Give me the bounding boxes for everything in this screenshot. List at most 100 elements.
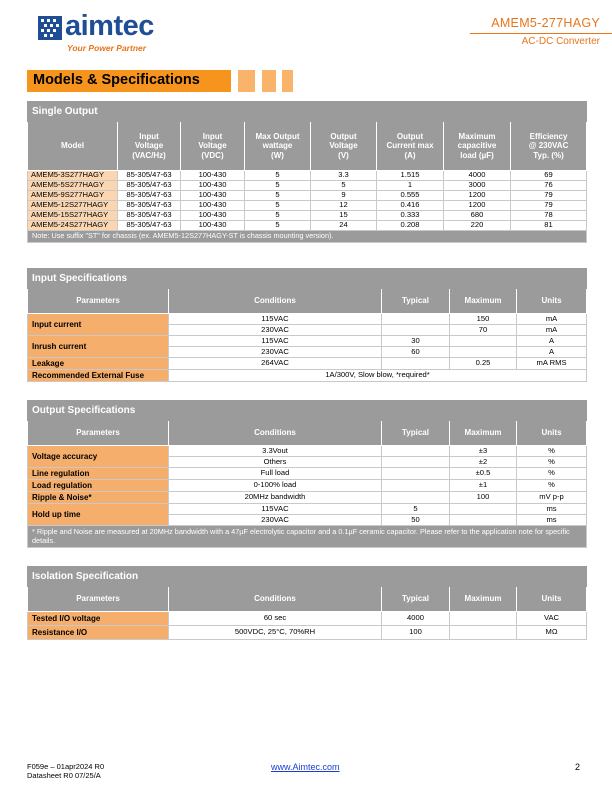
model-cell: AMEM5-24S277HAGY [27, 220, 118, 231]
value-cell: 100-430 [180, 200, 245, 211]
param-tested-io-voltage: Tested I/O voltage [27, 611, 169, 626]
typ-cell: 4000 [381, 611, 450, 626]
value-cell: 24 [310, 220, 377, 231]
model-cell: AMEM5-12S277HAGY [27, 200, 118, 211]
value-cell: 5 [244, 190, 311, 201]
header-line: (V) [338, 150, 349, 160]
col-units: Units [515, 288, 588, 314]
single-output-table: Single Output Model Input Voltage (VAC/Hz) I… [26, 101, 588, 243]
header-line: Input [202, 132, 223, 142]
unit-cell: MΩ [515, 625, 588, 640]
cond-cell: 230VAC [168, 324, 382, 336]
param-ripple-noise: Ripple & Noise* [27, 491, 169, 504]
param-line-regulation: Line regulation [27, 467, 169, 480]
unit-cell: % [515, 479, 588, 492]
max-cell: ±3 [449, 445, 517, 457]
typ-cell [381, 456, 450, 468]
param-hold-up-time: Hold up time [27, 503, 169, 526]
footer-doc-code: F059e – 01apr2024 R0 [27, 762, 105, 771]
header-line: Voltage [134, 141, 164, 151]
value-cell: 5 [244, 200, 311, 211]
header-line: @ 230VAC [528, 141, 569, 151]
footer-datasheet: Datasheet R0 07/25/A [27, 771, 101, 781]
col-units: Units [515, 420, 588, 446]
model-cell: AMEM5-5S277HAGY [27, 180, 118, 191]
value-cell: 5 [244, 220, 311, 231]
value-cell: 85-305/47-63 [117, 170, 181, 181]
header-line: Model [60, 141, 85, 151]
unit-cell: % [515, 467, 588, 480]
value-cell: 5 [244, 180, 311, 191]
typ-cell: 5 [381, 503, 450, 515]
unit-cell: % [515, 445, 588, 457]
header-divider [470, 33, 612, 34]
banner-decoration [262, 70, 276, 92]
website-link[interactable]: www.Aimtec.com [271, 762, 340, 772]
param-voltage-accuracy: Voltage accuracy [27, 445, 169, 468]
value-cell: 85-305/47-63 [117, 210, 181, 221]
table-row: AMEM5-5S277HAGY 85-305/47-63 100-430 5 5 1 300… [27, 180, 588, 191]
unit-cell: A [515, 346, 588, 358]
header-line: Max Output [255, 132, 300, 142]
unit-cell: % [515, 456, 588, 468]
typ-cell: 30 [381, 335, 450, 347]
col-output-current: Output Current max (A) [376, 121, 444, 171]
param-resistance-io: Resistance I/O [27, 625, 169, 640]
fuse-value: 1A/300V, Slow blow, *required* [167, 369, 588, 382]
unit-cell: VAC [515, 611, 588, 626]
col-max-cap-load: Maximum capacitive load (µF) [443, 121, 511, 171]
value-cell: 85-305/47-63 [117, 220, 181, 231]
aimtec-logo: aimtec Your Power Partner [38, 10, 168, 56]
table-row: AMEM5-3S277HAGY 85-305/47-63 100-430 5 3.3 1.… [27, 170, 588, 181]
table-row: AMEM5-12S277HAGY 85-305/47-63 100-430 5 12 0.… [27, 200, 588, 211]
value-cell: 100-430 [180, 170, 245, 181]
section-banner: Models & Specifications [27, 70, 231, 92]
unit-cell: mA [515, 313, 588, 325]
max-cell [449, 503, 517, 515]
unit-cell: mA RMS [515, 357, 588, 370]
footer-doc-info: F059e – 01apr2024 R0 Datasheet R0 07/25/… [27, 762, 104, 781]
cond-cell: 115VAC [168, 335, 382, 347]
isolation-spec-table: Isolation Specification Parameters Condi… [26, 566, 588, 640]
cond-cell: 115VAC [168, 313, 382, 325]
header-line: Typ. (%) [533, 150, 564, 160]
value-cell: 79 [509, 200, 588, 211]
value-cell: 69 [509, 170, 588, 181]
max-cell: ±0.5 [449, 467, 517, 480]
typ-cell [381, 491, 450, 504]
max-cell: 70 [449, 324, 517, 336]
max-cell: ±2 [449, 456, 517, 468]
col-typical: Typical [381, 420, 450, 446]
value-cell: 85-305/47-63 [117, 190, 181, 201]
col-input-vdc: Input Voltage (VDC) [180, 121, 245, 171]
output-spec-title: Output Specifications [26, 400, 588, 421]
model-title: AMEM5-277HAGY [491, 16, 600, 30]
single-output-title: Single Output [26, 101, 588, 122]
typ-cell [381, 357, 450, 370]
typ-cell: 60 [381, 346, 450, 358]
isolation-spec-title: Isolation Specification [26, 566, 588, 587]
input-spec-table: Input Specifications Parameters Conditio… [26, 268, 588, 382]
cond-cell: 230VAC [168, 346, 382, 358]
max-cell [449, 335, 517, 347]
value-cell: 5 [310, 180, 377, 191]
value-cell: 0.333 [376, 210, 444, 221]
cond-cell: 60 sec [168, 611, 382, 626]
header-line: Output [330, 132, 357, 142]
model-cell: AMEM5-9S277HAGY [27, 190, 118, 201]
col-input-vac: Input Voltage (VAC/Hz) [117, 121, 181, 171]
param-input-current: Input current [27, 313, 169, 336]
header-line: capacitive [457, 141, 497, 151]
typ-cell [381, 445, 450, 457]
typ-cell [381, 467, 450, 480]
page-number: 2 [575, 762, 581, 772]
col-parameters: Parameters [27, 420, 169, 446]
col-maximum: Maximum [449, 586, 517, 612]
banner-decoration [282, 70, 293, 92]
header-line: Current max [386, 141, 434, 151]
cond-cell: 264VAC [168, 357, 382, 370]
col-units: Units [515, 586, 588, 612]
value-cell: 5 [244, 170, 311, 181]
cond-cell: 3.3Vout [168, 445, 382, 457]
model-cell: AMEM5-3S277HAGY [27, 170, 118, 181]
